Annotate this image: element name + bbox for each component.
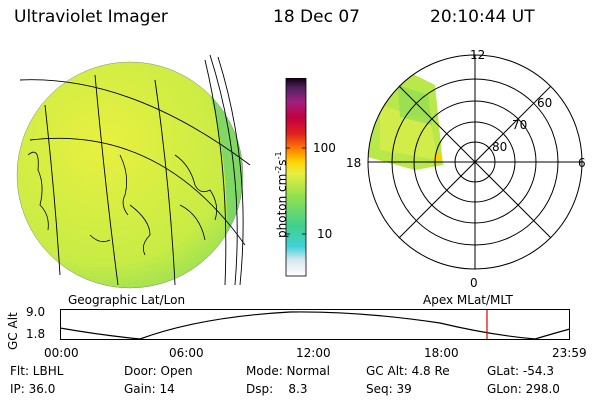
mlt-label-18: 18: [346, 156, 362, 170]
colorbar-tick-100: 100: [313, 141, 336, 155]
time-tick-1200: 12:00: [296, 346, 331, 360]
intensity-colorbar: [285, 78, 307, 277]
mlt-label-0: 0: [470, 276, 478, 290]
gc-alt-info: GC Alt: 4.8 Re: [366, 364, 450, 378]
glon-info: GLon: 298.0: [487, 382, 560, 396]
colorbar-unit-label: photon cm-2s-1: [274, 151, 289, 238]
mlt-label-6: 6: [578, 156, 586, 170]
time-tick-2359: 23:59: [552, 346, 587, 360]
ip-info: IP: 36.0: [10, 382, 56, 396]
gain-info: Gain: 14: [124, 382, 175, 396]
mlat-label-60: 60: [537, 96, 553, 110]
altitude-ymax: 9.0: [26, 305, 46, 319]
geographic-image: [16, 54, 251, 289]
mlat-label-70: 70: [512, 118, 528, 132]
mlt-label-12: 12: [470, 48, 486, 62]
seq-info: Seq: 39: [366, 382, 412, 396]
aurora-emission-area: [17, 62, 243, 288]
lat-lon-grid: [16, 54, 251, 289]
mlat-label-80: 80: [492, 140, 508, 154]
header-date: 18 Dec 07: [273, 7, 360, 27]
dsp-info: Dsp: 8.3: [246, 382, 308, 396]
time-tick-0600: 06:00: [169, 346, 204, 360]
coastline-outline: [27, 151, 218, 256]
glat-info: GLat: -54.3: [487, 364, 554, 378]
geographic-caption: Geographic Lat/Lon: [68, 293, 186, 307]
altitude-ylabel: GC Alt: [6, 312, 20, 350]
altitude-plot: [60, 309, 571, 340]
altitude-curve: [60, 311, 571, 340]
mode-info: Mode: Normal: [246, 364, 330, 378]
time-tick-0000: 00:00: [44, 346, 79, 360]
altitude-ymin: 1.8: [26, 327, 46, 341]
time-tick-1800: 18:00: [424, 346, 459, 360]
colorbar-tick-10: 10: [317, 227, 333, 241]
polar-mlat-mlt-plot: [367, 54, 583, 270]
filter-info: Flt: LBHL: [10, 364, 64, 378]
instrument-title: Ultraviolet Imager: [14, 7, 168, 27]
polar-grid: [367, 54, 583, 270]
apex-caption: Apex MLat/MLT: [423, 293, 513, 307]
door-info: Door: Open: [124, 364, 193, 378]
header-time: 20:10:44 UT: [430, 7, 535, 27]
